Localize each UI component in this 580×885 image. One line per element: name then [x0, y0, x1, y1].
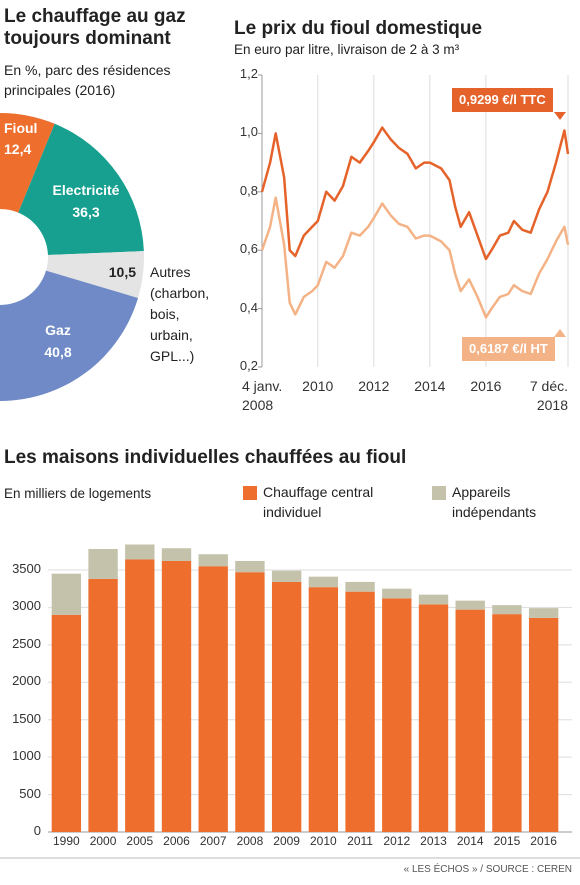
slice-value: 10,5 [108, 264, 136, 280]
bar-segment [235, 572, 265, 832]
x-tick-label: 2007 [199, 834, 227, 848]
x-tick-label: 2016 [470, 378, 502, 394]
bar-segment [418, 594, 449, 605]
y-tick-label: 0,6 [239, 241, 258, 257]
x-tick-label: 2010 [309, 834, 337, 848]
bar-segment [492, 614, 522, 832]
annotation-pointer [554, 329, 566, 337]
chart-title: Le prix du fioul domestique [234, 18, 483, 39]
bar-segment [88, 548, 118, 579]
chart-subtitle: En %, parc des résidences principales (2… [4, 62, 171, 98]
y-axis-label: En milliers de logements [4, 486, 152, 501]
x-tick-label: 2014 [414, 378, 446, 394]
bar-segment [271, 581, 302, 832]
slice-value: 36,3 [72, 204, 100, 220]
x-tick-label: 2010 [302, 378, 334, 394]
chart-title: Les maisons individuelles chauffées au f… [4, 447, 407, 468]
y-tick-label: 0,2 [239, 358, 258, 373]
bar-segment [345, 591, 375, 832]
legend-label: Appareils indépendants [452, 484, 537, 520]
bar-segment [125, 559, 155, 832]
y-tick-label: 0,4 [239, 299, 258, 315]
annotation: 0,9299 €/l TTC [452, 88, 553, 112]
bar-segment [51, 573, 82, 615]
y-tick-label: 1,0 [239, 124, 258, 140]
bar-segment [492, 605, 522, 615]
bar-segment [382, 598, 412, 832]
slice-label: Autres (charbon, bois, urbain, GPL...) [150, 264, 210, 364]
bar-segment [51, 614, 82, 832]
x-tick-label: 2013 [420, 834, 447, 848]
y-tick-label: 1000 [12, 748, 41, 764]
annotation-pointer [554, 112, 566, 120]
y-tick-label: 1500 [12, 710, 41, 726]
bar-segment [198, 554, 228, 567]
chart-subtitle: En euro par litre, livraison de 2 à 3 m³ [234, 42, 460, 57]
y-tick-label: 1,2 [239, 66, 258, 81]
bar-segment [271, 570, 302, 582]
bar-segment [198, 566, 228, 832]
bar-segment [161, 560, 192, 832]
x-tick-label: 2008 [236, 834, 264, 848]
bar-segment [528, 608, 559, 618]
donut-slice [0, 113, 55, 213]
x-tick-label: 2011 [347, 834, 373, 848]
legend-swatch [432, 486, 446, 500]
legend-label: Chauffage central individuel [263, 484, 374, 520]
y-tick-label: 0 [33, 823, 41, 838]
y-tick-label: 2500 [12, 635, 41, 651]
bar-segment [161, 548, 192, 561]
bar-segment [345, 581, 375, 592]
bar-segment [528, 617, 559, 832]
y-tick-label: 0,8 [239, 182, 258, 198]
x-tick-label: 2005 [126, 834, 154, 848]
slice-label: Electricité [52, 182, 120, 198]
slice-value: 12,4 [4, 141, 32, 157]
price-line [260, 196, 570, 319]
bar-segment [308, 576, 339, 588]
y-tick-label: 3000 [12, 598, 41, 614]
bar-segment [455, 609, 485, 832]
y-tick-label: 3500 [12, 560, 41, 576]
x-tick-label: 2012 [383, 834, 411, 848]
donut-slice [18, 123, 144, 256]
price-line [260, 126, 570, 261]
x-tick-label: 2015 [493, 834, 521, 848]
x-tick-label: 7 déc. 2018 [529, 378, 568, 413]
x-tick-label: 2009 [273, 834, 300, 848]
bar-segment [125, 544, 155, 560]
footer: « LES ÉCHOS » / SOURCE : CEREN [403, 864, 572, 875]
x-tick-label: 2000 [89, 834, 117, 848]
annotation: 0,6187 €/l HT [462, 337, 555, 361]
x-tick-label: 4 janv. 2008 [242, 378, 283, 413]
x-tick-label: 2012 [358, 378, 390, 394]
bar-segment [308, 587, 339, 832]
slice-label: Fioul [4, 120, 38, 136]
x-tick-label: 2016 [530, 834, 557, 848]
bar-segment [418, 604, 449, 832]
x-tick-label: 1990 [52, 834, 80, 848]
slice-value: 40,8 [44, 344, 72, 360]
donut-slice [46, 251, 144, 299]
bar-segment [455, 600, 485, 610]
chart-title: Le chauffage au gaz toujours dominant [4, 6, 186, 49]
donut-slice [0, 270, 139, 401]
x-tick-label: 2014 [456, 834, 484, 848]
x-tick-label: 2006 [163, 834, 190, 848]
slice-label: Gaz [45, 322, 71, 338]
bar-segment [88, 578, 118, 832]
y-tick-label: 2000 [12, 673, 41, 689]
y-tick-label: 500 [19, 785, 41, 801]
legend-swatch [243, 486, 257, 500]
bar-segment [382, 588, 412, 599]
bar-segment [235, 560, 265, 573]
